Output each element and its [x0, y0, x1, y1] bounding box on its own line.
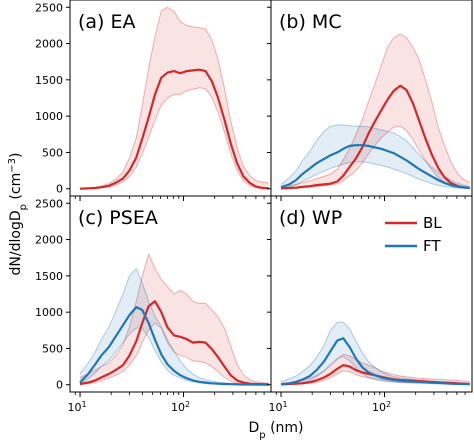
y-tick-label: 1500 [35, 74, 63, 87]
band-upper-edge-ft [280, 124, 470, 188]
band-lower-edge-ft [280, 161, 470, 190]
panel-2: (b) MC [267, 0, 473, 201]
x-tick-label: 101 [67, 400, 86, 415]
legend: BL FT [385, 214, 442, 255]
panel-label: (a) EA [78, 11, 136, 33]
panel-4: 101 102 (d) WP [267, 195, 473, 415]
y-tick-label: 1000 [35, 306, 63, 319]
y-tick-label: 500 [42, 342, 63, 355]
band-upper-edge-bl [79, 252, 269, 384]
y-tick-label: 2000 [35, 234, 63, 247]
band-upper-edge-bl [79, 6, 269, 190]
x-tick-label: 101 [268, 400, 287, 415]
band-bl [281, 34, 470, 189]
median-line-ft [280, 144, 470, 190]
panel-1: 0 500 1000 1500 2000 2500 (a) EA [35, 0, 272, 201]
y-tick-label: 2500 [35, 197, 63, 210]
y-axis-label: dN/dlogDp (cm−3) [7, 153, 29, 276]
y-tick-label: 1500 [35, 270, 63, 283]
band-ft [80, 268, 269, 385]
y-tick-label: 0 [56, 379, 63, 392]
y-tick-label: 0 [56, 183, 63, 196]
median-line-bl [79, 300, 269, 386]
band-lower-edge-bl [79, 87, 269, 190]
band-ft [281, 322, 470, 385]
y-tick-label: 500 [42, 146, 63, 159]
band-bl [80, 7, 269, 189]
band-ft [281, 124, 470, 189]
legend-label-ft: FT [423, 237, 441, 255]
band-bl [281, 354, 470, 385]
panel-label: (d) WP [279, 207, 342, 229]
band-bl [80, 254, 269, 385]
median-line-ft [280, 337, 470, 386]
x-tick-label: 102 [171, 400, 190, 415]
band-upper-edge-bl [280, 353, 470, 384]
y-tick-label: 2000 [35, 38, 63, 51]
band-lower-edge-bl [280, 125, 470, 190]
x-axis-label: Dp (nm) [248, 420, 303, 440]
panel-frame [270, 195, 473, 393]
median-line-bl [79, 68, 269, 190]
panel-grid: 0 500 1000 1500 2000 2500 (a) EA (b) MC 0 500 1000… [35, 0, 473, 415]
panel-label: (b) MC [279, 11, 342, 33]
panel-label: (c) PSEA [78, 207, 158, 229]
y-tick-label: 1000 [35, 110, 63, 123]
x-tick-label: 102 [372, 400, 391, 415]
median-line-ft [79, 306, 269, 386]
median-line-bl [280, 84, 470, 190]
y-tick-label: 2500 [35, 1, 63, 14]
panel-3: 0 500 1000 1500 2000 2500 101 102 (c) PSEA [35, 195, 272, 415]
legend-label-bl: BL [423, 214, 442, 232]
band-upper-edge-bl [280, 33, 470, 188]
